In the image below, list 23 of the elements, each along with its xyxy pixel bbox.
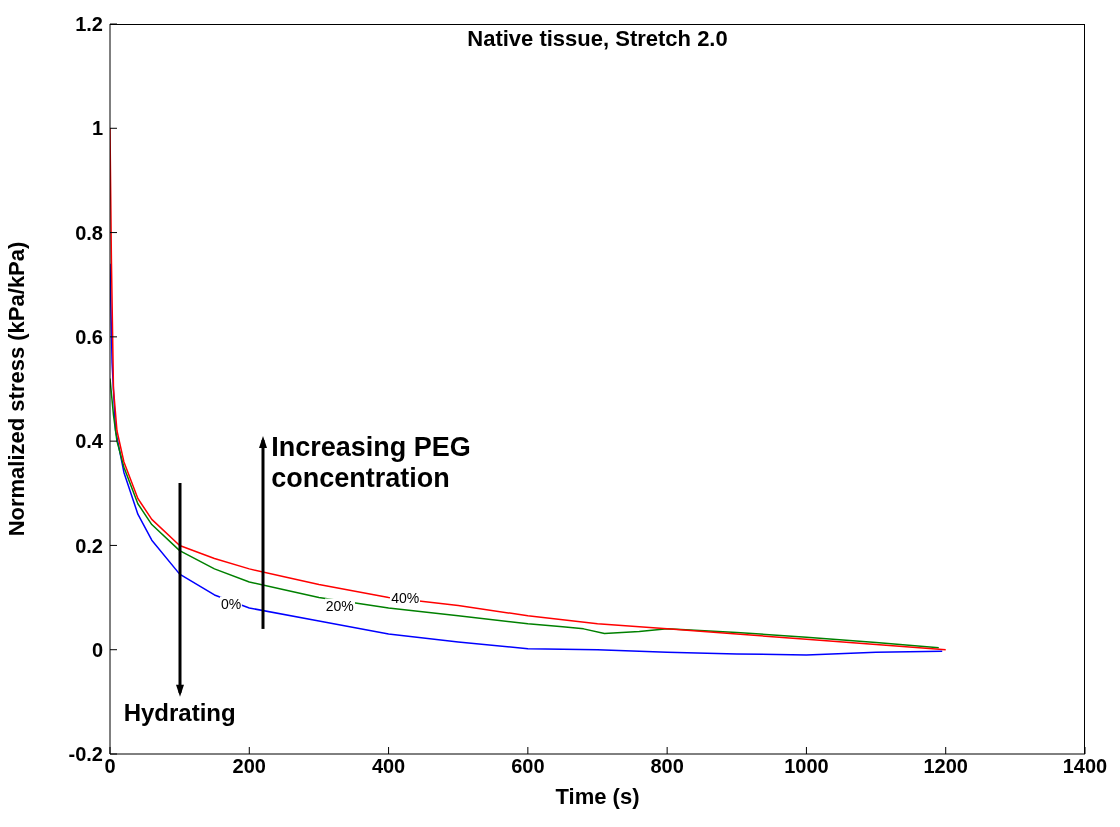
annotation: Increasing PEG concentration [271,431,472,494]
y-tick-label: 0.8 [75,221,103,244]
x-tick-label: 1000 [784,755,829,778]
annotation: 20% [324,597,355,614]
x-tick-label: 200 [232,755,266,778]
x-tick-label: 1200 [923,755,968,778]
chart-title: Native tissue, Stretch 2.0 [466,26,729,52]
x-tick-label: 400 [371,755,406,778]
annotation: 40% [390,589,421,606]
y-tick-label: 0.4 [75,430,104,453]
x-tick-label: 600 [511,755,545,778]
x-tick-label: 800 [650,755,684,778]
x-axis-title: Time (s) [555,784,640,809]
y-tick-label: 1.2 [75,13,103,36]
y-tick-label: -0.2 [68,743,103,766]
y-tick-label: 0.6 [75,325,103,348]
y-tick-label: 0 [91,638,103,661]
y-tick-label: 0.2 [75,534,103,557]
y-tick-label: 1 [91,117,103,140]
x-tick-label: 1400 [1062,755,1108,778]
y-axis-title: Normalized stress (kPa/kPa) [3,241,29,537]
annotation: Hydrating [123,699,236,728]
annotation: 0% [220,595,243,612]
